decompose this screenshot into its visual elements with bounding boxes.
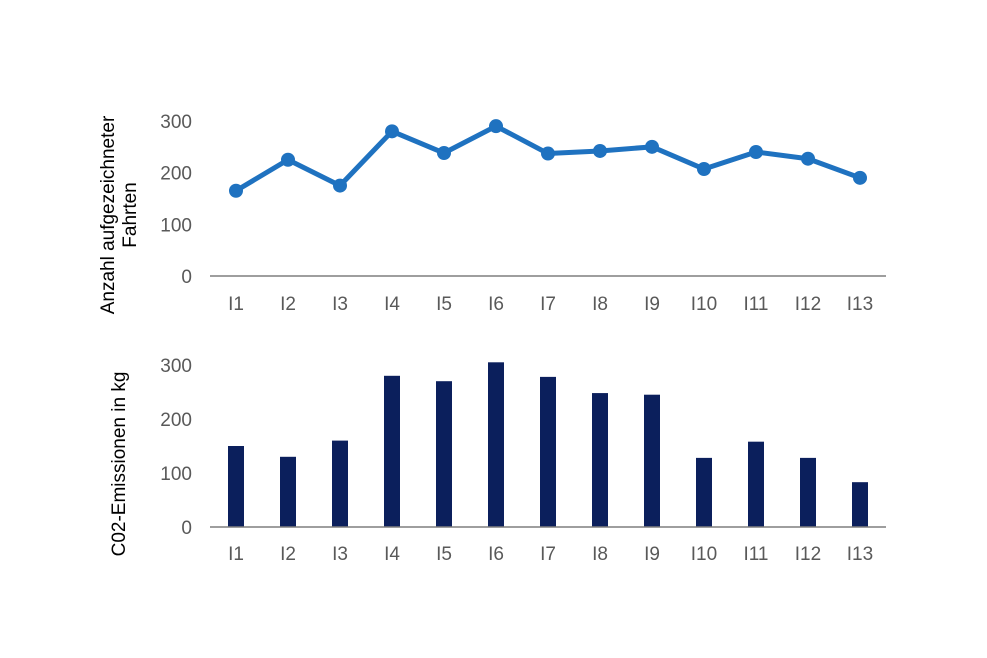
line-chart-point [437, 146, 451, 161]
line-chart-x-tick-label: I2 [280, 294, 296, 315]
line-chart-x-tick-label: I3 [332, 294, 348, 315]
bar-chart-x-tick-label: I1 [228, 544, 244, 565]
bar-chart-y-ticks: 0 100 200 300 [160, 356, 192, 539]
bar-chart-bar [280, 456, 296, 527]
line-chart-panel: Anzahl aufgezeichneter Fahrten 0 100 200 30… [98, 112, 886, 315]
line-chart-x-tick-label: I1 [228, 294, 244, 315]
line-chart-point [489, 119, 503, 134]
line-chart-point [541, 146, 555, 161]
line-chart-point [229, 183, 243, 198]
line-chart-point [697, 162, 711, 177]
bar-chart-y-axis-title: C02-Emissionen in kg [109, 372, 130, 557]
bar-chart-x-ticks: I1 I2 I3 I4 I5 I6 I7 I8 I9 I10 I11 I12 I13 [228, 544, 873, 565]
line-chart-point [853, 170, 867, 185]
bar-chart-x-tick-label: I9 [644, 544, 660, 565]
bar-chart-y-tick-label: 0 [181, 518, 192, 539]
bar-chart-x-tick-label: I11 [743, 544, 768, 565]
bar-chart-bar [852, 482, 868, 527]
bar-chart-x-tick-label: I2 [280, 544, 296, 565]
line-chart-y-axis-title-line1: Anzahl aufgezeichneter [98, 115, 119, 314]
line-chart-point [801, 151, 815, 166]
line-chart-x-tick-label: I12 [795, 294, 821, 315]
bar-chart-bar [748, 441, 764, 527]
line-chart-point [281, 152, 295, 167]
line-chart-y-ticks: 0 100 200 300 [160, 112, 192, 288]
bar-chart-bar [228, 446, 244, 527]
bar-chart-x-tick-label: I8 [592, 544, 608, 565]
bar-chart-bar [332, 440, 348, 527]
bar-chart-bar [800, 457, 816, 527]
line-chart-y-axis-title-line2: Fahrten [120, 182, 141, 247]
bar-chart-bar [592, 393, 608, 527]
line-chart-point [333, 178, 347, 193]
line-chart-point [749, 145, 763, 159]
bar-chart-x-tick-label: I13 [847, 544, 873, 565]
bar-chart-y-tick-label: 200 [160, 410, 192, 431]
bar-chart-panel: C02-Emissionen in kg 0 100 200 300 I1 I2 I3 I4… [109, 356, 886, 565]
bar-chart-bar [696, 457, 712, 527]
line-chart-point [385, 124, 399, 139]
line-chart-x-tick-label: I9 [644, 294, 660, 315]
bar-chart-x-tick-label: I10 [691, 544, 717, 565]
line-chart-x-tick-label: I13 [847, 294, 873, 315]
line-chart-y-tick-label: 200 [160, 164, 192, 185]
line-chart-series [229, 119, 867, 198]
bar-chart-x-tick-label: I5 [436, 544, 452, 565]
bar-chart-y-tick-label: 100 [160, 464, 192, 485]
line-chart-x-tick-label: I10 [691, 294, 717, 315]
bar-chart-y-tick-label: 300 [160, 356, 192, 377]
line-chart-y-tick-label: 0 [181, 267, 192, 288]
bar-chart-bar [488, 362, 504, 527]
bar-chart-x-tick-label: I4 [384, 544, 400, 565]
bar-chart-x-tick-label: I3 [332, 544, 348, 565]
line-chart-x-tick-label: I8 [592, 294, 608, 315]
bar-chart-x-tick-label: I7 [540, 544, 556, 565]
line-chart-x-ticks: I1 I2 I3 I4 I5 I6 I7 I8 I9 I10 I11 I12 I13 [228, 294, 873, 315]
line-chart-y-tick-label: 300 [160, 112, 192, 133]
bar-chart-series [228, 362, 868, 527]
bar-chart-x-tick-label: I6 [488, 544, 504, 565]
line-chart-x-tick-label: I4 [384, 294, 400, 315]
bar-chart-bar [384, 375, 400, 527]
bar-chart-bar [644, 394, 660, 527]
line-chart-x-tick-label: I6 [488, 294, 504, 315]
line-chart-point [593, 143, 607, 158]
line-chart-x-tick-label: I11 [743, 294, 768, 315]
line-chart-x-tick-label: I7 [540, 294, 556, 315]
line-chart-y-tick-label: 100 [160, 215, 192, 236]
line-chart-x-tick-label: I5 [436, 294, 452, 315]
bar-chart-x-tick-label: I12 [795, 544, 821, 565]
line-chart-point [645, 139, 659, 154]
bar-chart-bar [436, 381, 452, 527]
bar-chart-bar [540, 376, 556, 527]
